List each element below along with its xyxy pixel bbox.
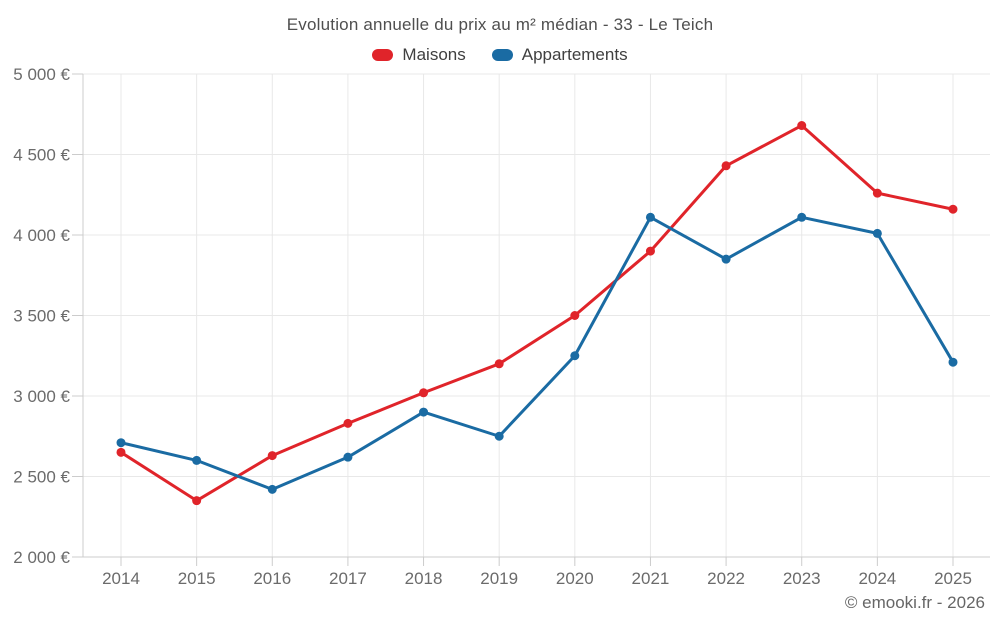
x-axis-label: 2018 (405, 569, 443, 588)
y-axis-label: 3 500 € (13, 307, 70, 326)
appartements-point-2023[interactable] (797, 212, 807, 222)
appartements-line (119, 215, 955, 491)
appartements-point-2024[interactable] (872, 228, 882, 238)
appartements-point-2020[interactable] (570, 351, 580, 361)
appartements-point-2017[interactable] (343, 452, 353, 462)
appartements-point-2018[interactable] (419, 407, 429, 417)
appartements-point-2021[interactable] (645, 212, 655, 222)
maisons-point-2014[interactable] (116, 447, 126, 457)
appartements-series-swatch-icon (491, 49, 513, 61)
chart-title: Evolution annuelle du prix au m² médian … (286, 15, 714, 34)
maisons-point-2015[interactable] (192, 496, 202, 506)
maisons-point-2021[interactable] (645, 246, 655, 256)
x-axis-label: 2023 (783, 569, 821, 588)
x-axis-label: 2016 (253, 569, 291, 588)
maisons-series-swatch-icon (372, 49, 394, 61)
appartements-point-2015[interactable] (192, 455, 202, 465)
maisons-point-2019[interactable] (494, 359, 504, 369)
appartements-point-2025[interactable] (948, 357, 958, 367)
x-axis-label: 2021 (632, 569, 670, 588)
maisons-point-2016[interactable] (267, 451, 277, 461)
maisons-point-2018[interactable] (419, 388, 429, 398)
appartements-point-2022[interactable] (721, 254, 731, 264)
y-axis-label: 4 500 € (13, 146, 70, 165)
y-axis-label: 5 000 € (13, 65, 70, 84)
y-axis-label: 2 000 € (13, 548, 70, 567)
maisons-point-2017[interactable] (343, 418, 353, 428)
y-axis-label: 3 000 € (13, 387, 70, 406)
maisons-point-2020[interactable] (570, 311, 580, 320)
maisons-point-2023[interactable] (797, 121, 807, 131)
x-axis-label: 2020 (556, 569, 594, 588)
appartements-point-2019[interactable] (494, 431, 504, 441)
legend-label-appartements: Appartements (521, 45, 628, 64)
x-axis-label: 2024 (858, 569, 896, 588)
legend-label-maisons: Maisons (402, 45, 466, 64)
maisons-point-2025[interactable] (948, 204, 958, 214)
x-axis-label: 2022 (707, 569, 745, 588)
maisons-point-2022[interactable] (721, 161, 731, 171)
legend-item-maisons[interactable]: Maisons (372, 45, 466, 65)
x-axis-label: 2017 (329, 569, 367, 588)
y-axis-label: 4 000 € (13, 226, 70, 245)
maisons-line (119, 124, 955, 503)
maisons-point-2024[interactable] (872, 188, 882, 198)
footer-credit: © emooki.fr - 2026 (844, 593, 985, 612)
x-axis-label: 2015 (178, 569, 216, 588)
x-axis-label: 2025 (934, 569, 972, 588)
legend-item-appartements[interactable]: Appartements (491, 45, 628, 65)
appartements-point-2014[interactable] (116, 438, 126, 448)
x-axis-label: 2019 (480, 569, 518, 588)
appartements-point-2016[interactable] (267, 484, 277, 494)
chart-legend: Maisons Appartements (0, 45, 1000, 65)
y-axis-label: 2 500 € (13, 468, 70, 487)
x-axis-label: 2014 (102, 569, 140, 588)
